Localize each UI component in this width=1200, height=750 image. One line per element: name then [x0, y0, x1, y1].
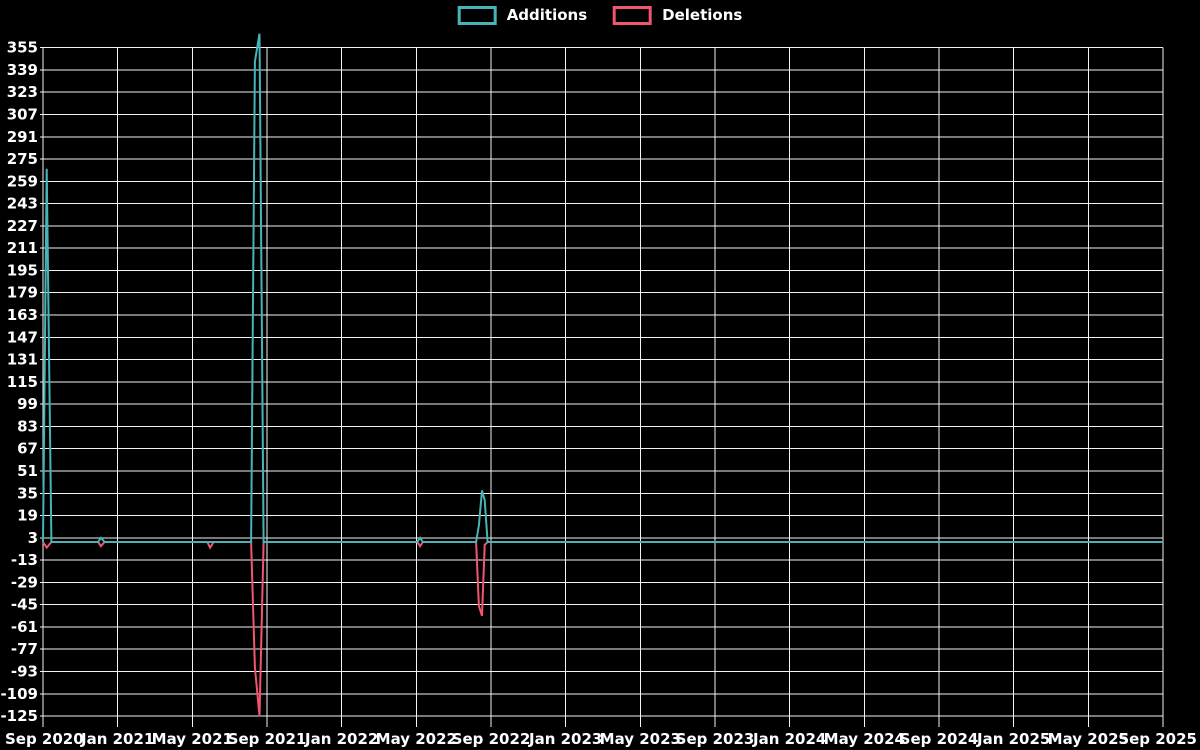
y-tick-label: 355 — [7, 39, 38, 57]
x-tick-label: Sep 2022 — [452, 730, 531, 748]
additions-line — [42, 33, 1163, 543]
y-tick-label: -45 — [11, 596, 38, 614]
y-tick-label: -29 — [11, 573, 38, 591]
legend-label-deletions: Deletions — [662, 6, 743, 24]
y-tick-label: 51 — [17, 462, 38, 480]
y-tick-label: 243 — [7, 195, 38, 213]
y-tick-label: 179 — [7, 284, 38, 302]
y-tick-label: 339 — [7, 61, 38, 79]
chart-legend: Additions Deletions — [457, 6, 742, 25]
x-tick-label: Sep 2021 — [228, 730, 307, 748]
x-tick-label: Sep 2024 — [900, 730, 979, 748]
x-tick-label: Jan 2023 — [528, 730, 602, 748]
x-tick-label: Sep 2023 — [676, 730, 755, 748]
y-tick-label: 83 — [17, 417, 38, 435]
legend-item-additions[interactable]: Additions — [457, 6, 588, 25]
legend-item-deletions[interactable]: Deletions — [613, 6, 742, 25]
y-tick-label: 35 — [17, 484, 38, 502]
x-tick-label: Jan 2025 — [976, 730, 1050, 748]
y-tick-label: -77 — [11, 640, 38, 658]
x-tick-label: Jan 2021 — [80, 730, 154, 748]
y-tick-label: 99 — [17, 395, 38, 413]
y-tick-label: 211 — [7, 239, 38, 257]
y-tick-label: 3 — [28, 529, 38, 547]
y-tick-label: 275 — [7, 150, 38, 168]
y-tick-label: 323 — [7, 83, 38, 101]
y-tick-label: 259 — [7, 172, 38, 190]
x-tick-label: Jan 2022 — [304, 730, 378, 748]
x-tick-label: Sep 2020 — [5, 730, 84, 748]
y-tick-label: 227 — [7, 217, 38, 235]
y-tick-label: 115 — [7, 373, 38, 391]
y-tick-label: 19 — [17, 507, 38, 525]
x-tick-label: Sep 2025 — [1118, 730, 1197, 748]
x-tick-label: May 2023 — [600, 730, 681, 748]
x-tick-label: May 2025 — [1048, 730, 1129, 748]
y-tick-label: 195 — [7, 261, 38, 279]
legend-label-additions: Additions — [506, 6, 588, 24]
y-tick-label: 307 — [7, 106, 38, 124]
y-tick-label: 163 — [7, 306, 38, 324]
y-tick-label: 147 — [7, 328, 38, 346]
deletions-line — [42, 541, 1163, 717]
additions-swatch-icon — [457, 6, 497, 25]
y-tick-label: 291 — [7, 128, 38, 146]
y-tick-label: 67 — [17, 440, 38, 458]
x-tick-label: May 2021 — [152, 730, 233, 748]
y-tick-label: 131 — [7, 351, 38, 369]
deletions-swatch-icon — [613, 6, 653, 25]
y-tick-label: -61 — [11, 618, 38, 636]
x-tick-label: Jan 2024 — [752, 730, 826, 748]
x-tick-label: May 2024 — [824, 730, 905, 748]
x-tick-label: May 2022 — [376, 730, 457, 748]
y-tick-label: -13 — [11, 551, 38, 569]
y-tick-label: -125 — [0, 707, 38, 725]
y-tick-label: -109 — [0, 685, 38, 703]
y-tick-label: -93 — [11, 663, 38, 681]
